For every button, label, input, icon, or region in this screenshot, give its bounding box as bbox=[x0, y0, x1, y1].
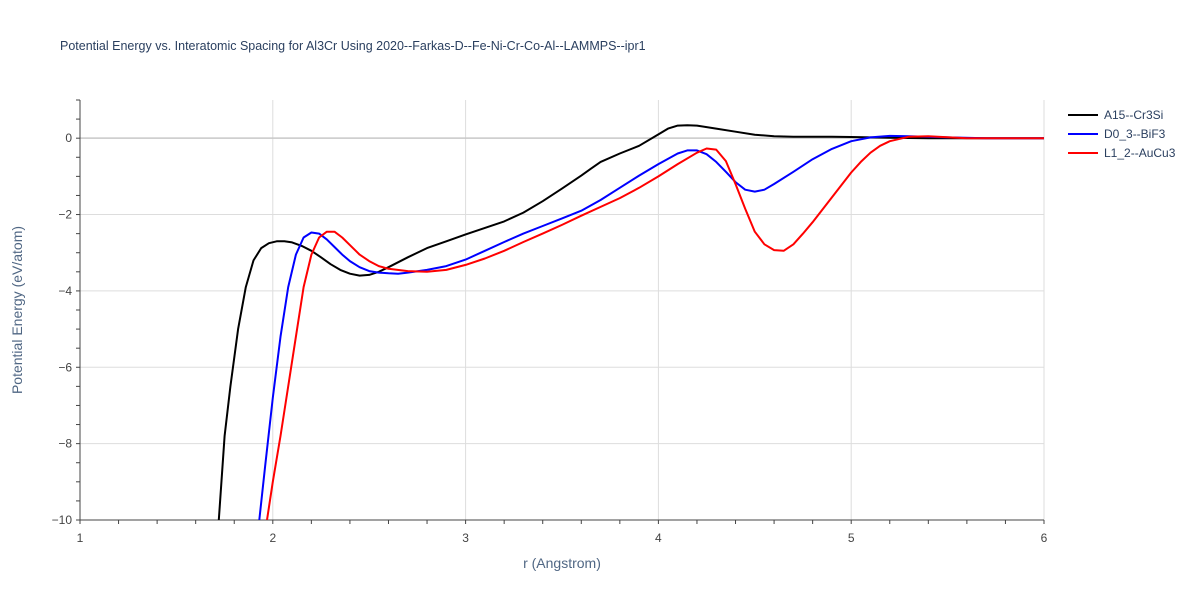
legend-label: L1_2--AuCu3 bbox=[1104, 146, 1176, 160]
x-tick-label: 6 bbox=[1041, 531, 1048, 545]
y-tick-labels: −10 −8 −6 −4 −2 0 bbox=[52, 131, 73, 527]
x-tick-label: 4 bbox=[655, 531, 662, 545]
legend-label: D0_3--BiF3 bbox=[1104, 127, 1166, 141]
legend[interactable]: A15--Cr3Si D0_3--BiF3 L1_2--AuCu3 bbox=[1068, 108, 1176, 160]
axes bbox=[76, 99, 1045, 524]
x-tick-labels: 1 2 3 4 5 6 bbox=[77, 531, 1048, 545]
series-line-1 bbox=[217, 124, 1044, 520]
legend-item[interactable]: D0_3--BiF3 bbox=[1068, 127, 1166, 141]
x-tick-label: 5 bbox=[848, 531, 855, 545]
series-line-2 bbox=[258, 134, 1044, 520]
y-tick-label: −10 bbox=[52, 513, 73, 527]
y-tick-label: −4 bbox=[58, 284, 72, 298]
x-tick-label: 2 bbox=[269, 531, 276, 545]
x-tick-label: 1 bbox=[77, 531, 84, 545]
y-tick-label: −2 bbox=[58, 208, 72, 222]
legend-item[interactable]: A15--Cr3Si bbox=[1068, 108, 1163, 122]
y-tick-label: −8 bbox=[58, 437, 72, 451]
x-tick-label: 3 bbox=[462, 531, 469, 545]
y-tick-label: −6 bbox=[58, 360, 72, 374]
series-line-3 bbox=[266, 135, 1044, 520]
y-axis-title: Potential Energy (eV/atom) bbox=[9, 226, 25, 394]
y-tick-label: 0 bbox=[65, 131, 72, 145]
legend-item[interactable]: L1_2--AuCu3 bbox=[1068, 146, 1176, 160]
x-axis-title: r (Angstrom) bbox=[523, 555, 601, 571]
legend-label: A15--Cr3Si bbox=[1104, 108, 1163, 122]
series-lines bbox=[217, 124, 1044, 520]
chart-title: Potential Energy vs. Interatomic Spacing… bbox=[60, 39, 646, 53]
